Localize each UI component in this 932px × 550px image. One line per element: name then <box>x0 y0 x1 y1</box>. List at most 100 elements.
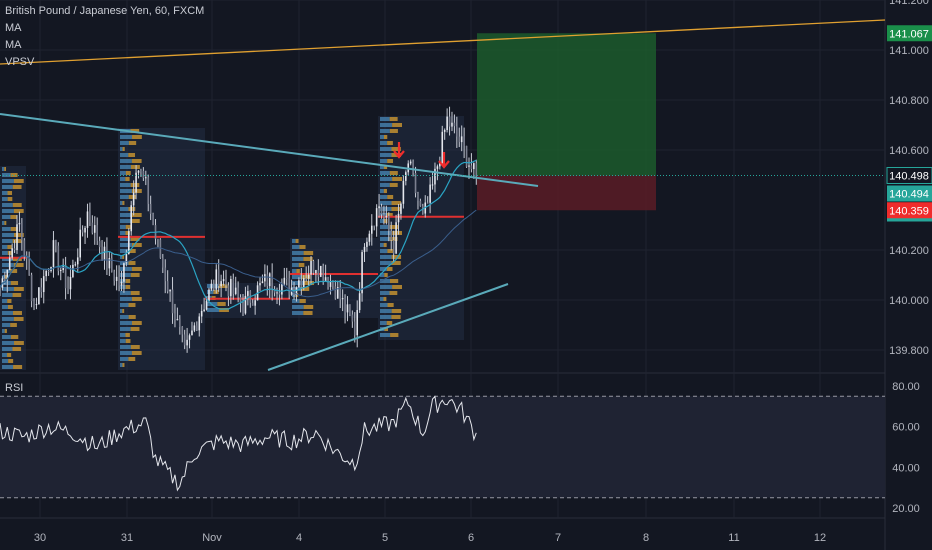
time-tick-label: 7 <box>555 532 561 544</box>
candle-body <box>405 172 407 181</box>
rsi-tick-label: 80.00 <box>892 381 920 393</box>
profile-bar-up <box>380 201 392 205</box>
profile-bar-up <box>120 249 129 253</box>
candle-body <box>222 279 225 282</box>
profile-bar-up <box>2 359 9 363</box>
time-axis[interactable]: 30 31 Nov 4 5 6 7 8 11 12 <box>34 532 826 544</box>
profile-bar-up <box>380 291 390 295</box>
profile-bar-up <box>120 159 132 163</box>
candle-body <box>264 274 266 282</box>
profile-bar-up <box>380 147 392 151</box>
profile-bar-down <box>390 333 399 337</box>
candle-body <box>96 225 98 241</box>
profile-bar-down <box>10 215 18 219</box>
profile-bar-up <box>380 261 392 265</box>
candle-body <box>164 267 167 282</box>
profile-bar-down <box>13 263 24 267</box>
profile-bar-up <box>120 363 123 367</box>
candle-body <box>79 229 81 258</box>
profile-bar-up <box>292 299 300 303</box>
profile-bar-up <box>380 219 385 223</box>
candle-body <box>380 206 383 215</box>
candle-body <box>273 288 276 293</box>
profile-bar-up <box>380 159 388 163</box>
rsi-axis[interactable]: 80.00 60.00 40.00 20.00 <box>892 381 920 515</box>
candle-body <box>103 246 106 260</box>
candle-body <box>30 274 33 302</box>
indicator-vpsv[interactable]: VPSV <box>5 56 35 68</box>
profile-bar-up <box>380 165 384 169</box>
profile-bar-up <box>120 177 126 181</box>
price-axis[interactable]: 141.200 141.000 140.800 140.600 140.200 140.0… <box>889 0 929 357</box>
candle-body <box>191 330 193 336</box>
indicator-ma-2[interactable]: MA <box>5 39 22 51</box>
candle-body <box>176 319 179 321</box>
indicator-ma-1[interactable]: MA <box>5 22 22 34</box>
profile-bar-up <box>380 297 384 301</box>
profile-bar-down <box>10 281 19 285</box>
candle-body <box>370 225 373 234</box>
time-tick-label: 30 <box>34 532 46 544</box>
profile-bar-down <box>131 321 142 325</box>
profile-bar-down <box>12 347 22 351</box>
profile-bar-up <box>207 290 214 294</box>
candle-body <box>259 283 261 286</box>
candle-body <box>363 246 366 253</box>
profile-bar-down <box>387 249 394 253</box>
profile-bar-up <box>2 179 14 183</box>
profile-bar-down <box>125 177 130 181</box>
candle-body <box>125 254 128 264</box>
profile-bar-up <box>120 207 129 211</box>
profile-bar-down <box>130 165 140 169</box>
candle-body <box>81 229 84 233</box>
candle-body <box>38 287 40 305</box>
profile-bar-down <box>7 245 12 249</box>
profile-bar-down <box>392 285 402 289</box>
rsi-title[interactable]: RSI <box>5 382 24 394</box>
profile-bar-down <box>299 299 306 303</box>
candle-body <box>196 325 198 331</box>
time-tick-label: 5 <box>382 532 388 544</box>
candle-body <box>89 211 91 223</box>
candle-body <box>225 279 227 286</box>
profile-bar-up <box>380 231 393 235</box>
profile-bar-up <box>120 171 126 175</box>
profile-bar-up <box>2 353 8 357</box>
candle-body <box>388 215 390 232</box>
profile-bar-down <box>387 213 393 217</box>
candle-body <box>86 211 89 228</box>
profile-bar-down <box>125 279 131 283</box>
candle-body <box>76 257 79 265</box>
candle-body <box>266 274 269 287</box>
candle-body <box>463 136 465 146</box>
ascending-trend-line <box>267 283 509 371</box>
profile-bar-up <box>120 255 123 259</box>
profile-bar-down <box>383 243 387 247</box>
profile-bar-up <box>120 183 131 187</box>
stop-price-label: 140.359 <box>889 205 929 217</box>
profile-bar-down <box>13 317 24 321</box>
profile-bar-down <box>391 309 402 313</box>
profile-bar-up <box>2 323 11 327</box>
candle-body <box>72 264 74 277</box>
candle-body <box>426 202 429 204</box>
candle-body <box>8 257 11 270</box>
profile-bar-down <box>387 141 393 145</box>
symbol-title[interactable]: British Pound / Japanese Yen, 60, FXCM <box>5 5 205 17</box>
candle-body <box>375 208 378 227</box>
profile-bar-up <box>120 315 129 319</box>
profile-bar-down <box>217 302 226 306</box>
profile-bar-down <box>12 203 22 207</box>
profile-bar-up <box>120 267 132 271</box>
profile-bar-down <box>384 273 388 277</box>
profile-bar-up <box>380 117 390 121</box>
profile-bar-down <box>392 177 402 181</box>
candle-body <box>261 281 264 284</box>
profile-bar-up <box>120 357 129 361</box>
profile-bar-down <box>125 333 130 337</box>
candle-body <box>159 239 162 258</box>
target-price-label-bg <box>887 25 932 42</box>
profile-bar-up <box>120 327 131 331</box>
candle-body <box>329 281 332 287</box>
